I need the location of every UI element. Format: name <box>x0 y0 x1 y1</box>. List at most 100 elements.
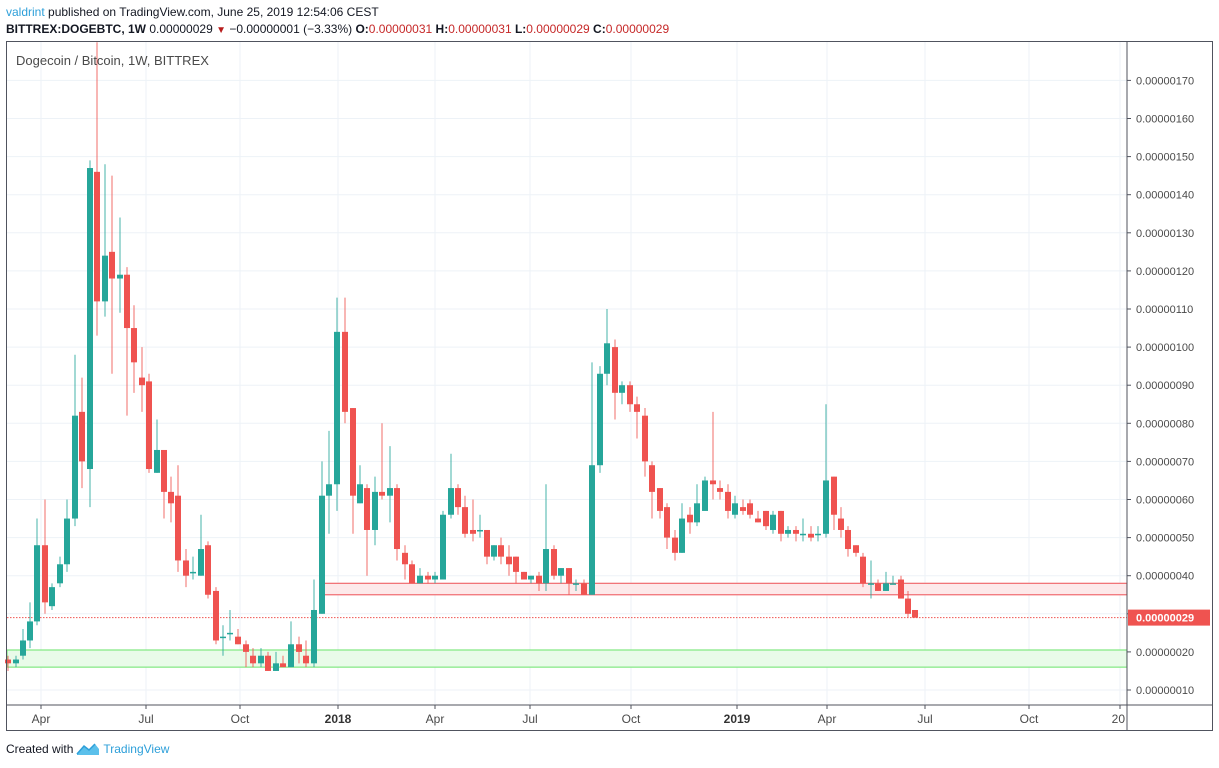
chart-frame <box>6 41 1213 731</box>
candle <box>198 514 204 576</box>
price-tick-label: 0.00000070 <box>1136 456 1194 468</box>
candle <box>634 396 640 439</box>
candle <box>440 510 446 580</box>
time-tick-label: 2019 <box>724 712 751 726</box>
time-tick-label: Oct <box>231 712 250 726</box>
price-tick-label: 0.00000150 <box>1136 152 1194 164</box>
candle <box>763 510 769 530</box>
current-price-label: 0.00000029 <box>1136 613 1194 625</box>
candle <box>303 640 309 668</box>
down-triangle-icon: ▼ <box>216 25 226 36</box>
candle <box>402 545 408 580</box>
candle <box>79 377 85 489</box>
last-price: 0.00000029 <box>149 22 213 36</box>
candle <box>912 609 918 618</box>
candle <box>258 648 264 668</box>
candle <box>250 648 256 668</box>
symbol-info-bar: BITTREX:DOGEBTC, 1W 0.00000029 ▼ −0.0000… <box>6 22 669 38</box>
candle <box>470 499 476 542</box>
price-tick-label: 0.00000010 <box>1136 685 1194 697</box>
candle <box>573 579 579 591</box>
candle <box>342 297 348 424</box>
candle <box>612 339 618 420</box>
candle <box>265 651 271 671</box>
candle <box>109 175 115 374</box>
candle <box>205 541 211 599</box>
candle <box>243 640 249 668</box>
candle <box>793 526 799 542</box>
candle <box>190 556 196 580</box>
candle <box>589 362 595 595</box>
candle <box>57 556 63 588</box>
candle <box>883 571 889 591</box>
candle <box>491 545 497 561</box>
candle <box>604 309 610 386</box>
candle <box>49 583 55 610</box>
candle <box>875 579 881 591</box>
candle <box>432 571 438 584</box>
candle <box>146 373 152 473</box>
published-text: published on TradingView.com, June 25, 2… <box>44 5 379 19</box>
candle <box>42 499 48 614</box>
candle <box>350 408 356 534</box>
publish-info: valdrint published on TradingView.com, J… <box>6 5 379 20</box>
footer: Created with TradingView <box>6 742 169 756</box>
candle <box>364 484 370 576</box>
price-tick-label: 0.00000110 <box>1136 304 1193 316</box>
candle <box>220 625 226 656</box>
current-price-badge <box>1128 609 1210 626</box>
time-axis[interactable]: Apr Jul Oct 2018 Apr Jul Oct 2019 Apr Jul Oct 20 <box>32 705 1126 726</box>
time-tick-label: Jul <box>917 712 932 726</box>
price-tick-label: 0.00000100 <box>1136 342 1194 354</box>
candle <box>597 366 603 473</box>
price-tick-label: 0.00000140 <box>1136 190 1194 202</box>
candle <box>513 556 519 584</box>
candle <box>175 465 181 572</box>
time-tick-label: Apr <box>32 712 51 726</box>
candle <box>498 537 504 565</box>
tradingview-logo-icon <box>76 743 100 755</box>
candle <box>409 560 415 584</box>
candle <box>273 651 279 671</box>
created-with-text: Created with <box>6 742 74 756</box>
candle <box>319 461 325 614</box>
candle <box>477 514 483 538</box>
tradingview-link[interactable]: TradingView <box>103 742 170 756</box>
candle <box>131 305 137 393</box>
candle <box>800 518 806 542</box>
chart-legend: Dogecoin / Bitcoin, 1W, BITTREX <box>16 53 209 68</box>
price-tick-label: 0.00000040 <box>1136 571 1194 583</box>
author-link[interactable]: valdrint <box>6 5 45 19</box>
time-tick-label: Jul <box>522 712 537 726</box>
candle <box>905 590 911 618</box>
time-tick-label: Oct <box>1020 712 1039 726</box>
price-change: −0.00000001 (−3.33%) <box>229 22 353 36</box>
price-tick-label: 0.00000130 <box>1136 228 1194 240</box>
candle <box>102 164 108 317</box>
candle <box>566 568 572 595</box>
candle <box>672 529 678 561</box>
candle <box>785 526 791 538</box>
low-value: 0.00000029 <box>526 22 590 36</box>
candle <box>227 609 233 641</box>
candle <box>64 499 70 572</box>
candle <box>725 484 731 519</box>
candle <box>213 587 219 645</box>
price-tick-label: 0.00000120 <box>1136 266 1194 278</box>
candle <box>581 579 587 595</box>
candle <box>657 488 663 519</box>
price-tick-label: 0.00000020 <box>1136 647 1194 659</box>
close-label: C: <box>593 22 606 36</box>
candle <box>183 549 189 588</box>
candle <box>13 655 19 668</box>
candle <box>387 446 393 523</box>
candle <box>868 560 874 599</box>
candle <box>161 449 167 519</box>
close-value: 0.00000029 <box>605 22 670 36</box>
candle <box>168 476 174 523</box>
price-tick-label: 0.00000080 <box>1136 418 1194 430</box>
candle <box>536 571 542 591</box>
candle <box>27 602 33 649</box>
candle <box>853 545 859 557</box>
